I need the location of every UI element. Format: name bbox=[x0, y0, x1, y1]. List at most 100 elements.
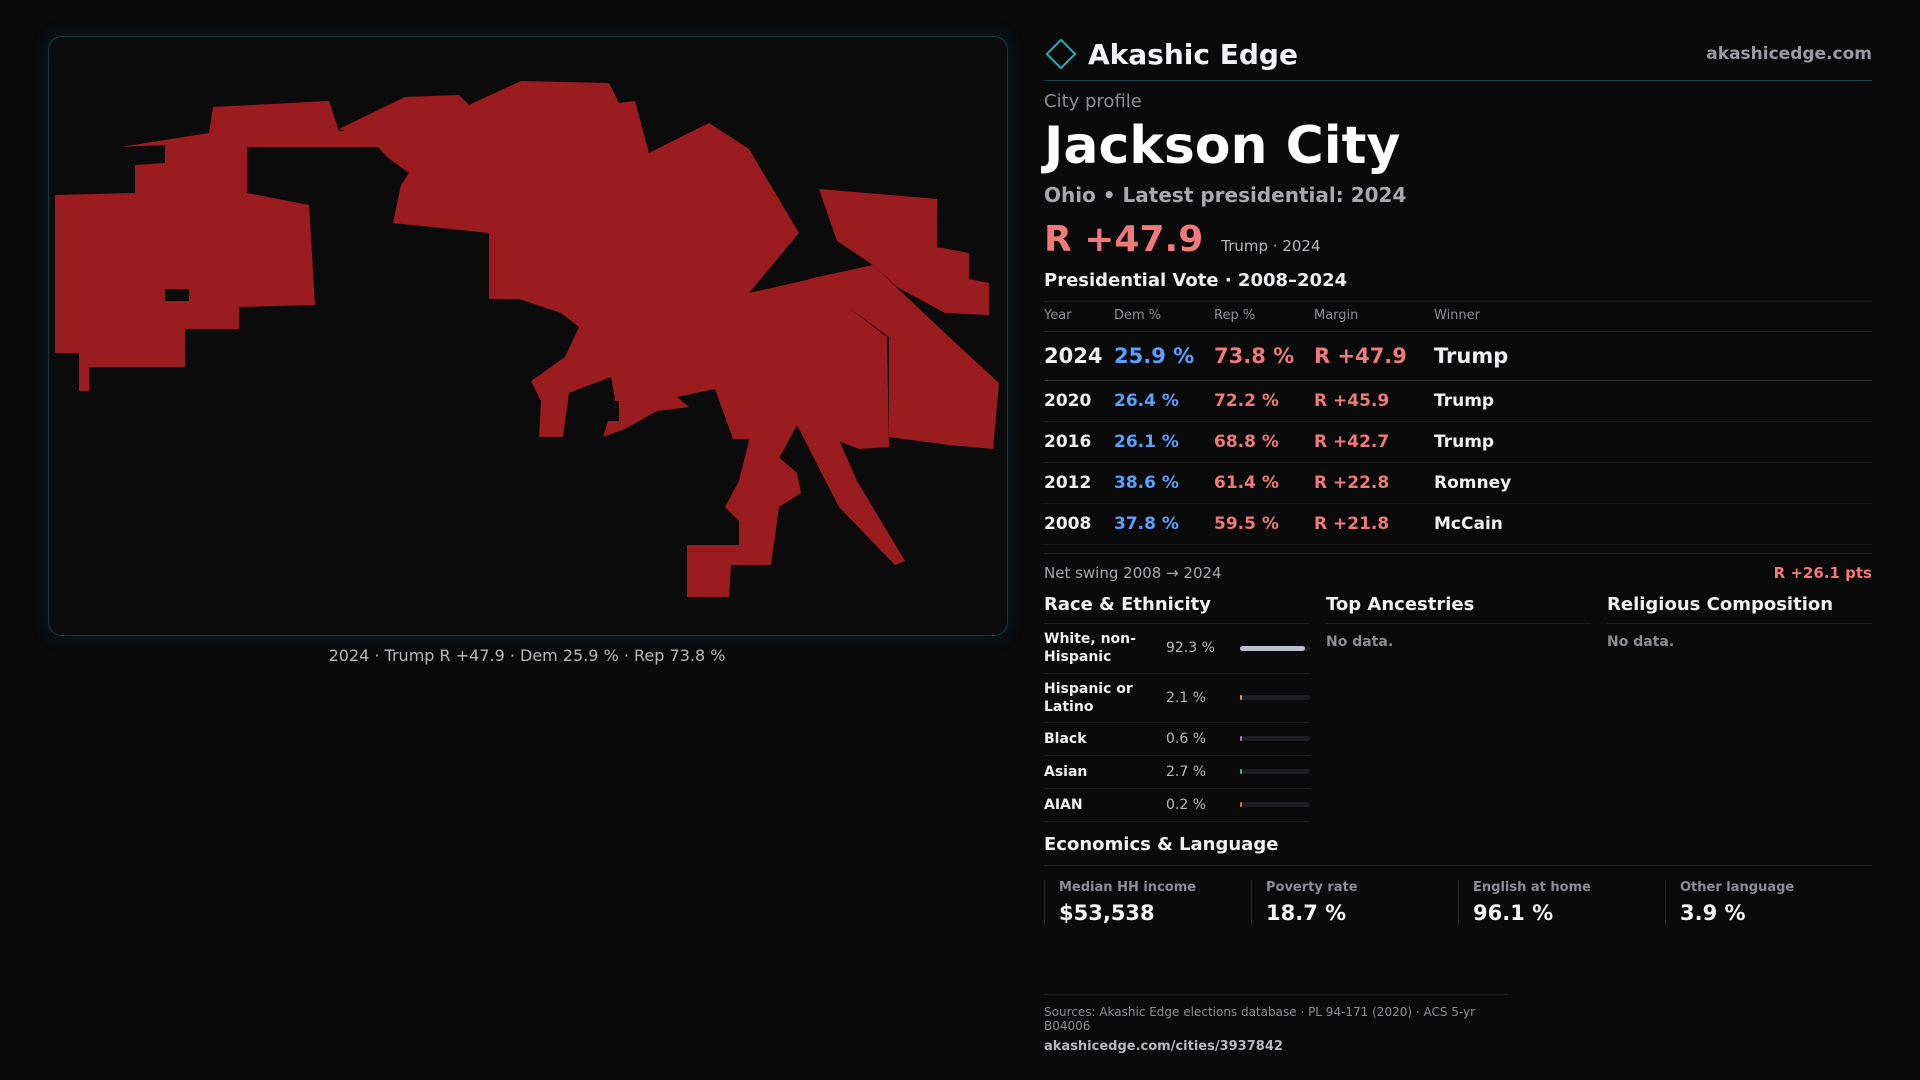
map-precinct-central bbox=[339, 81, 889, 477]
race-bar-fill bbox=[1240, 736, 1242, 742]
race-label: Asian bbox=[1044, 763, 1088, 780]
econ-label: English at home bbox=[1473, 879, 1591, 895]
row-rep: 72.2 % bbox=[1214, 380, 1314, 423]
row-rep: 59.5 % bbox=[1214, 503, 1314, 546]
votes-table-header: Year Dem % Rep % Margin Winner bbox=[1044, 301, 1872, 333]
race-bar-fill bbox=[1240, 802, 1242, 808]
net-swing-value: R +26.1 pts bbox=[1773, 564, 1872, 583]
brand-name: Akashic Edge bbox=[1088, 37, 1298, 71]
brand-url-link[interactable]: akashicedge.com bbox=[1706, 44, 1872, 64]
ancestries-section-title: Top Ancestries bbox=[1326, 594, 1591, 625]
race-bar-fill bbox=[1240, 695, 1242, 701]
race-label: Black bbox=[1044, 730, 1087, 747]
race-list: White, non-Hispanic 92.3 % Hispanic or Lat… bbox=[1044, 624, 1310, 822]
table-row: 2008 37.8 % 59.5 % R +21.8 McCain bbox=[1044, 503, 1872, 546]
map-precinct-west bbox=[55, 101, 389, 391]
econ-label: Other language bbox=[1680, 879, 1795, 895]
row-winner: Trump bbox=[1434, 331, 1872, 382]
race-pct: 2.7 % bbox=[1166, 763, 1207, 780]
profile-panel: Akashic Edge akashicedge.com City profil… bbox=[1044, 30, 1872, 925]
race-row: AIAN 0.2 % bbox=[1044, 789, 1310, 822]
row-rep: 73.8 % bbox=[1214, 331, 1314, 382]
map-caption: 2024 · Trump R +47.9 · Dem 25.9 % · Rep … bbox=[328, 646, 726, 665]
row-dem: 37.8 % bbox=[1114, 503, 1214, 546]
religion-empty: No data. bbox=[1607, 634, 1675, 651]
votes-section-title: Presidential Vote · 2008–2024 bbox=[1044, 270, 1348, 292]
headline-margin: R +47.9 bbox=[1044, 219, 1204, 261]
economics-section-title: Economics & Language bbox=[1044, 834, 1872, 866]
map-precinct-spike bbox=[797, 417, 905, 565]
row-winner: McCain bbox=[1434, 503, 1872, 546]
race-row: White, non-Hispanic 92.3 % bbox=[1044, 624, 1310, 674]
row-margin: R +21.8 bbox=[1314, 503, 1434, 546]
map-hole bbox=[605, 401, 619, 421]
col-margin-header: Margin bbox=[1314, 301, 1434, 333]
row-dem: 26.1 % bbox=[1114, 421, 1214, 464]
econ-label: Median HH income bbox=[1059, 879, 1197, 895]
row-dem: 38.6 % bbox=[1114, 462, 1214, 505]
religion-section: Religious Composition No data. bbox=[1607, 594, 1872, 822]
row-margin: R +22.8 bbox=[1314, 462, 1434, 505]
table-row: 2020 26.4 % 72.2 % R +45.9 Trump bbox=[1044, 380, 1872, 423]
headline-note: Trump · 2024 bbox=[1221, 237, 1321, 256]
row-winner: Trump bbox=[1434, 380, 1872, 423]
row-margin: R +42.7 bbox=[1314, 421, 1434, 464]
econ-other-language: Other language 3.9 % bbox=[1665, 879, 1872, 925]
race-label: White, non-Hispanic bbox=[1044, 631, 1136, 666]
race-label: AIAN bbox=[1044, 796, 1083, 813]
footer-url-link[interactable]: akashicedge.com/cities/3937842 bbox=[1044, 1039, 1283, 1054]
race-label: Hispanic or Latino bbox=[1044, 680, 1133, 715]
col-dem-header: Dem % bbox=[1114, 301, 1214, 333]
row-year: 2024 bbox=[1044, 331, 1114, 382]
race-bar-track bbox=[1240, 695, 1310, 701]
race-bar-track bbox=[1240, 645, 1310, 651]
econ-poverty-rate: Poverty rate 18.7 % bbox=[1251, 879, 1458, 925]
race-bar-track bbox=[1240, 769, 1310, 775]
net-swing: Net swing 2008 → 2024 R +26.1 pts bbox=[1044, 553, 1872, 582]
econ-label: Poverty rate bbox=[1266, 879, 1358, 895]
row-year: 2020 bbox=[1044, 380, 1114, 423]
col-year-header: Year bbox=[1044, 301, 1114, 333]
ancestries-section: Top Ancestries No data. bbox=[1326, 594, 1591, 822]
map-precinct-south bbox=[687, 441, 801, 597]
brand[interactable]: Akashic Edge bbox=[1044, 38, 1298, 71]
col-winner-header: Winner bbox=[1434, 301, 1872, 333]
econ-value: $53,538 bbox=[1059, 900, 1155, 925]
row-winner: Romney bbox=[1434, 462, 1872, 505]
race-pct: 92.3 % bbox=[1166, 640, 1215, 657]
table-row: 2012 38.6 % 61.4 % R +22.8 Romney bbox=[1044, 462, 1872, 505]
diamond-logo-icon bbox=[1045, 38, 1077, 70]
city-map[interactable] bbox=[48, 36, 1008, 636]
row-dem: 26.4 % bbox=[1114, 380, 1214, 423]
race-bar-track bbox=[1240, 802, 1310, 808]
footer-sources: Sources: Akashic Edge elections database… bbox=[1044, 1005, 1476, 1033]
race-row: Asian 2.7 % bbox=[1044, 756, 1310, 789]
row-year: 2008 bbox=[1044, 503, 1114, 546]
row-margin: R +45.9 bbox=[1314, 380, 1434, 423]
econ-value: 3.9 % bbox=[1680, 900, 1746, 925]
table-row: 2016 26.1 % 68.8 % R +42.7 Trump bbox=[1044, 421, 1872, 464]
econ-median-income: Median HH income $53,538 bbox=[1044, 879, 1251, 925]
row-dem: 25.9 % bbox=[1114, 331, 1214, 382]
headline-result: R +47.9 Trump · 2024 bbox=[1044, 219, 1872, 260]
econ-value: 96.1 % bbox=[1473, 900, 1554, 925]
row-year: 2016 bbox=[1044, 421, 1114, 464]
race-row: Hispanic or Latino 2.1 % bbox=[1044, 674, 1310, 723]
row-winner: Trump bbox=[1434, 421, 1872, 464]
race-section-title: Race & Ethnicity bbox=[1044, 594, 1310, 625]
race-bar-track bbox=[1240, 736, 1310, 742]
demographics-columns: Race & Ethnicity White, non-Hispanic 92.3… bbox=[1044, 594, 1872, 822]
map-holes bbox=[165, 289, 619, 421]
votes-table: Year Dem % Rep % Margin Winner 2024 25.9… bbox=[1044, 301, 1872, 546]
race-ethnicity-section: Race & Ethnicity White, non-Hispanic 92.3… bbox=[1044, 594, 1310, 822]
city-map-shape bbox=[55, 81, 999, 597]
race-pct: 2.1 % bbox=[1166, 689, 1207, 706]
row-margin: R +47.9 bbox=[1314, 331, 1434, 382]
net-swing-label: Net swing 2008 → 2024 bbox=[1044, 564, 1222, 583]
col-rep-header: Rep % bbox=[1214, 301, 1314, 333]
map-precinct-east bbox=[809, 265, 999, 449]
row-year: 2012 bbox=[1044, 462, 1114, 505]
page-title: Jackson City bbox=[1044, 116, 1401, 176]
map-precinct-northeast bbox=[819, 189, 989, 315]
brand-header: Akashic Edge akashicedge.com bbox=[1044, 30, 1872, 81]
